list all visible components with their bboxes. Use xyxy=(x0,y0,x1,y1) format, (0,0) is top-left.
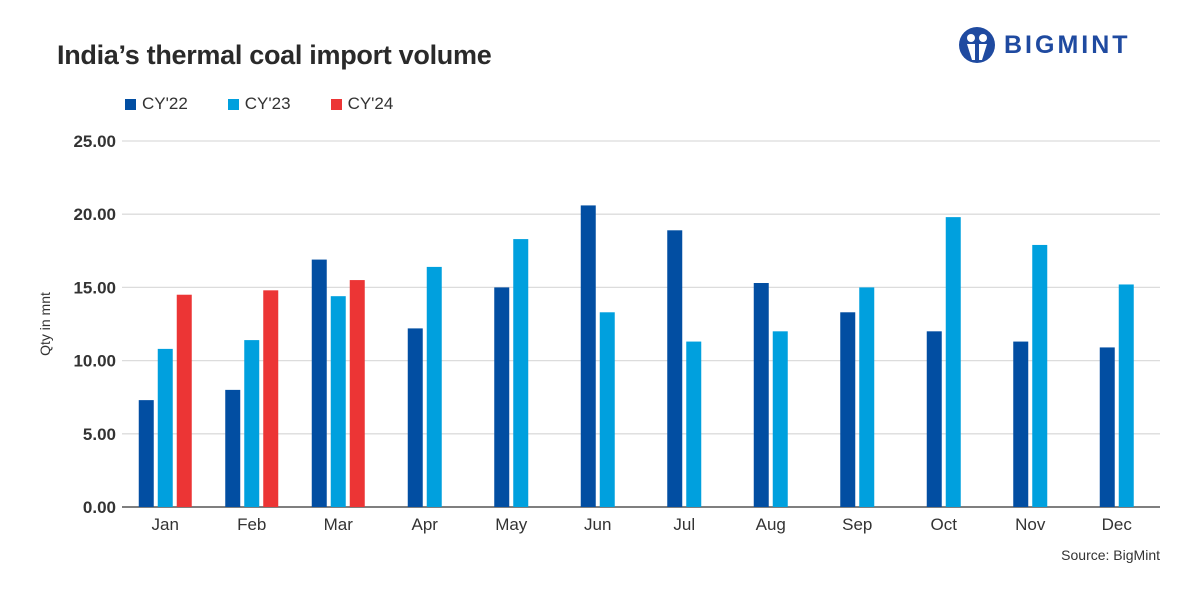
bar-jan-cy22 xyxy=(138,400,154,507)
y-tick-label: 25.00 xyxy=(73,132,116,151)
legend-label: CY'24 xyxy=(347,94,394,113)
y-tick-label: 15.00 xyxy=(73,278,116,297)
logo-text: BIGMINT xyxy=(1004,30,1131,59)
legend-item: CY'24 xyxy=(330,94,394,114)
x-tick-label: Aug xyxy=(756,515,786,534)
bar-jun-cy23 xyxy=(599,312,615,507)
bar-dec-cy22 xyxy=(1099,347,1115,507)
bar-may-cy22 xyxy=(494,287,510,507)
x-tick-label: Dec xyxy=(1102,515,1133,534)
legend: CY'22 CY'23 CY'24 xyxy=(125,94,393,114)
x-tick-label: Oct xyxy=(931,515,958,534)
legend-item: CY'22 xyxy=(125,94,188,114)
bar-dec-cy23 xyxy=(1118,284,1134,507)
y-tick-label: 0.00 xyxy=(83,498,116,517)
bar-apr-cy22 xyxy=(407,328,423,507)
y-tick-label: 20.00 xyxy=(73,205,116,224)
logo-people-icon xyxy=(959,27,995,63)
legend-label: CY'23 xyxy=(244,94,291,113)
bar-feb-cy22 xyxy=(225,389,241,507)
x-tick-label: Feb xyxy=(237,515,266,534)
x-tick-label: Jun xyxy=(584,515,611,534)
bar-oct-cy22 xyxy=(926,331,942,507)
legend-swatch xyxy=(330,98,342,110)
chart-title: India’s thermal coal import volume xyxy=(57,40,492,70)
x-tick-label: Apr xyxy=(412,515,439,534)
x-tick-label: Mar xyxy=(324,515,354,534)
bar-jan-cy23 xyxy=(157,348,173,507)
legend-item: CY'23 xyxy=(227,94,291,114)
bar-aug-cy23 xyxy=(772,331,788,507)
bar-nov-cy23 xyxy=(1032,244,1048,507)
bar-feb-cy23 xyxy=(244,340,260,507)
bar-jun-cy22 xyxy=(580,205,596,507)
bar-mar-cy24 xyxy=(349,280,365,507)
bar-mar-cy23 xyxy=(330,296,346,507)
bar-jan-cy24 xyxy=(176,294,192,507)
bar-may-cy23 xyxy=(513,239,529,507)
bar-oct-cy23 xyxy=(945,217,961,508)
bigmint-logo: BIGMINT xyxy=(958,26,1131,64)
x-tick-label: Jan xyxy=(152,515,179,534)
bar-feb-cy24 xyxy=(263,290,279,507)
y-axis-label: Qty in mnt xyxy=(37,292,53,356)
x-tick-label: Jul xyxy=(673,515,695,534)
bar-apr-cy23 xyxy=(426,266,442,507)
bar-aug-cy22 xyxy=(753,283,769,507)
legend-swatch xyxy=(125,98,136,110)
y-tick-label: 10.00 xyxy=(73,352,116,371)
bar-sep-cy23 xyxy=(859,287,875,507)
legend-swatch xyxy=(227,98,239,110)
x-tick-label: May xyxy=(495,515,528,534)
x-tick-label: Sep xyxy=(842,515,872,534)
source-note: Source: BigMint xyxy=(1061,547,1160,563)
bar-nov-cy22 xyxy=(1013,341,1029,507)
bar-jul-cy23 xyxy=(686,341,702,507)
bar-mar-cy22 xyxy=(311,259,327,507)
x-tick-label: Nov xyxy=(1015,515,1046,534)
bar-jul-cy22 xyxy=(667,230,683,507)
bar-sep-cy22 xyxy=(840,312,856,507)
y-tick-label: 5.00 xyxy=(83,425,116,444)
legend-label: CY'22 xyxy=(142,94,188,113)
